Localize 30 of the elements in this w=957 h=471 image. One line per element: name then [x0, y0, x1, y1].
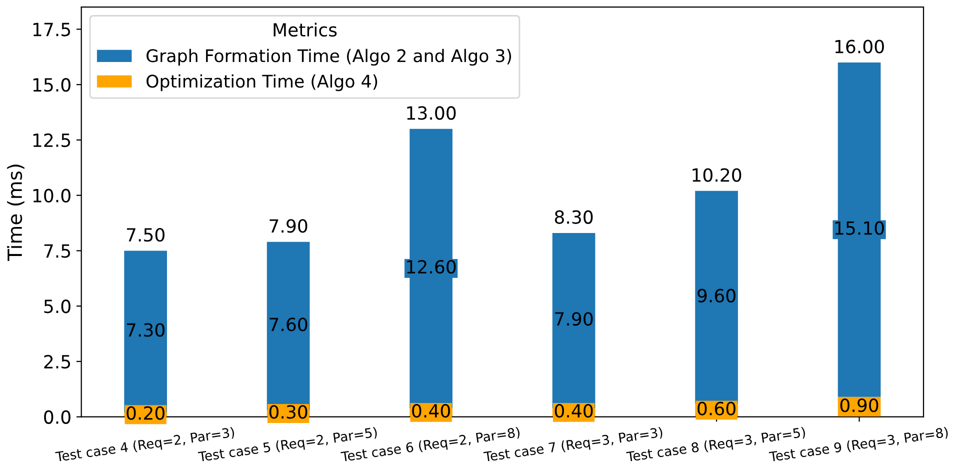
- data-label: 7.60: [270, 318, 308, 332]
- data-label: 12.60: [407, 260, 456, 274]
- y-tick-label: 7.5: [44, 244, 70, 258]
- total-label: 7.50: [126, 228, 164, 242]
- data-label: 0.20: [126, 406, 164, 420]
- data-label: 0.60: [698, 402, 736, 416]
- data-label: 0.40: [554, 404, 593, 418]
- legend-label: Graph Formation Time (Algo 2 and Algo 3): [146, 48, 512, 66]
- y-tick-label: 0.0: [44, 410, 70, 424]
- y-axis-title: Time (ms): [7, 164, 24, 262]
- data-label: 9.60: [698, 288, 736, 302]
- y-tick-label: 2.5: [44, 354, 70, 369]
- y-tick-label: 12.5: [33, 133, 70, 148]
- y-tick-label: 5.0: [44, 300, 70, 314]
- data-label: 0.40: [412, 404, 450, 418]
- y-tick-label: 10.0: [33, 188, 70, 202]
- total-label: 10.20: [692, 168, 742, 182]
- data-label: 15.10: [835, 221, 884, 235]
- total-label: 13.00: [407, 106, 456, 120]
- data-label: 7.90: [555, 312, 593, 326]
- total-label: 8.30: [554, 210, 593, 224]
- data-label: 7.30: [126, 323, 164, 337]
- legend-title: Metrics: [274, 22, 337, 37]
- total-label: 16.00: [835, 40, 884, 54]
- total-label: 7.90: [270, 219, 308, 233]
- y-tick-label: 17.5: [33, 22, 70, 36]
- y-tick-label: 15.0: [33, 78, 70, 92]
- data-label: 0.90: [840, 398, 878, 412]
- legend-label: Optimization Time (Algo 4): [146, 74, 378, 92]
- data-label: 0.30: [269, 405, 308, 419]
